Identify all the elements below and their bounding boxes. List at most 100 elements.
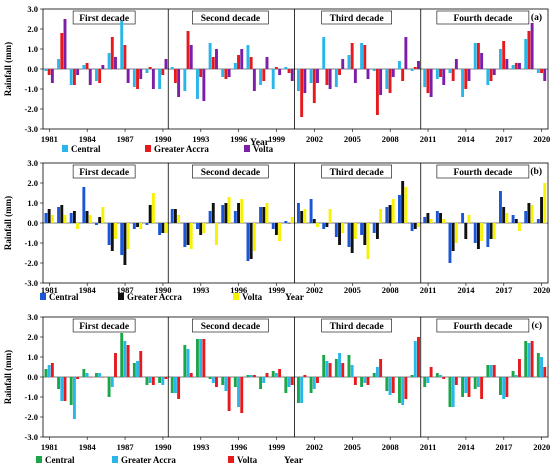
bar-greater-accra bbox=[401, 181, 405, 223]
bar-volta bbox=[543, 69, 547, 81]
bar-central bbox=[107, 377, 111, 397]
bar-volta bbox=[518, 223, 521, 231]
bar-central bbox=[158, 377, 162, 383]
bar-greater-accra bbox=[540, 197, 543, 223]
bar-greater-accra bbox=[60, 205, 64, 223]
decade-label-box bbox=[436, 164, 530, 179]
bar-greater-accra bbox=[363, 223, 367, 245]
bar-volta bbox=[50, 363, 54, 377]
bar-central bbox=[145, 223, 149, 225]
bar-volta bbox=[404, 37, 408, 69]
bar-greater-accra bbox=[300, 69, 304, 117]
y-tick-label: 1.0 bbox=[27, 198, 38, 208]
x-tick-label: 1990 bbox=[154, 285, 171, 295]
bar-central bbox=[372, 373, 376, 377]
bar-central bbox=[473, 377, 477, 389]
x-tick-label: 2005 bbox=[344, 134, 361, 144]
bar-greater-accra bbox=[211, 377, 215, 383]
bar-central bbox=[486, 69, 490, 85]
bar-volta bbox=[480, 377, 484, 399]
bar-volta bbox=[88, 69, 92, 85]
y-tick-label: -3.0 bbox=[25, 278, 38, 288]
bar-volta bbox=[429, 367, 433, 377]
bar-central bbox=[107, 53, 111, 69]
bar-volta bbox=[480, 53, 484, 69]
bar-greater-accra bbox=[85, 63, 89, 69]
bar-greater-accra bbox=[338, 353, 341, 377]
bar-central bbox=[196, 69, 199, 99]
x-axis-label: Year bbox=[285, 293, 305, 303]
bar-greater-accra bbox=[426, 213, 430, 223]
bar-central bbox=[473, 43, 477, 69]
x-tick-label: 2005 bbox=[344, 442, 361, 452]
bar-greater-accra bbox=[375, 367, 379, 377]
bar-central bbox=[208, 211, 212, 223]
x-tick-label: 1981 bbox=[41, 285, 58, 295]
bar-greater-accra bbox=[47, 209, 51, 223]
x-tick-label: 2020 bbox=[533, 285, 550, 295]
x-tick-label: 1987 bbox=[117, 442, 135, 452]
bar-greater-accra bbox=[173, 377, 177, 393]
bar-volta bbox=[429, 69, 433, 97]
bar-volta bbox=[265, 203, 269, 223]
bar-central bbox=[309, 199, 313, 223]
x-tick-label: 2005 bbox=[344, 285, 361, 295]
bar-volta bbox=[404, 377, 408, 399]
bar-central bbox=[132, 69, 136, 87]
bar-volta bbox=[391, 377, 395, 393]
y-tick-label: 2.0 bbox=[27, 178, 38, 188]
bar-greater-accra bbox=[199, 339, 203, 377]
bar-central bbox=[347, 55, 351, 69]
legend-swatch bbox=[233, 293, 239, 300]
bar-volta bbox=[290, 217, 294, 223]
bar-greater-accra bbox=[186, 223, 190, 245]
decade-label: First decade bbox=[79, 14, 129, 24]
decade-label: First decade bbox=[79, 322, 129, 332]
y-tick-label: 0.0 bbox=[27, 64, 38, 74]
bar-greater-accra bbox=[123, 223, 127, 265]
bar-greater-accra bbox=[136, 223, 139, 227]
bar-central bbox=[259, 69, 263, 85]
bar-greater-accra bbox=[98, 69, 102, 83]
decade-label-box bbox=[192, 318, 269, 333]
bar-greater-accra bbox=[123, 341, 127, 377]
bar-volta bbox=[328, 363, 332, 377]
bar-central bbox=[309, 377, 313, 393]
bar-volta bbox=[379, 359, 383, 377]
legend-swatch bbox=[118, 293, 124, 300]
bar-central bbox=[82, 369, 86, 377]
bar-central bbox=[132, 223, 136, 229]
x-axis-label: Year bbox=[284, 456, 304, 466]
decade-label: Second decade bbox=[201, 322, 260, 332]
bar-central bbox=[499, 377, 502, 395]
bar-central bbox=[385, 207, 389, 223]
bar-greater-accra bbox=[72, 377, 76, 419]
bar-volta bbox=[215, 223, 218, 245]
bar-volta bbox=[164, 377, 168, 379]
bar-greater-accra bbox=[451, 377, 455, 407]
bar-central bbox=[259, 207, 263, 223]
bar-greater-accra bbox=[426, 69, 430, 93]
bar-volta bbox=[177, 377, 181, 399]
bar-greater-accra bbox=[388, 69, 392, 93]
bar-volta bbox=[467, 377, 471, 397]
bar-central bbox=[57, 207, 61, 223]
panel-label: (c) bbox=[531, 320, 542, 331]
legend-label: Volta bbox=[242, 292, 263, 302]
bar-volta bbox=[139, 351, 143, 377]
x-tick-label: 2008 bbox=[382, 285, 399, 295]
bar-central bbox=[410, 69, 414, 71]
bar-greater-accra bbox=[199, 223, 203, 235]
bar-greater-accra bbox=[451, 69, 455, 81]
bar-central bbox=[120, 333, 124, 377]
bar-volta bbox=[164, 59, 168, 69]
y-tick-label: -3.0 bbox=[25, 432, 38, 442]
bar-central bbox=[95, 69, 98, 81]
bar-volta bbox=[265, 57, 269, 69]
legend-swatch bbox=[62, 145, 68, 152]
bar-volta bbox=[139, 223, 143, 229]
y-tick-label: 1.0 bbox=[27, 352, 38, 362]
bar-greater-accra bbox=[325, 361, 329, 377]
legend-label: Central bbox=[49, 292, 79, 302]
legend-label: Volta bbox=[253, 144, 274, 154]
